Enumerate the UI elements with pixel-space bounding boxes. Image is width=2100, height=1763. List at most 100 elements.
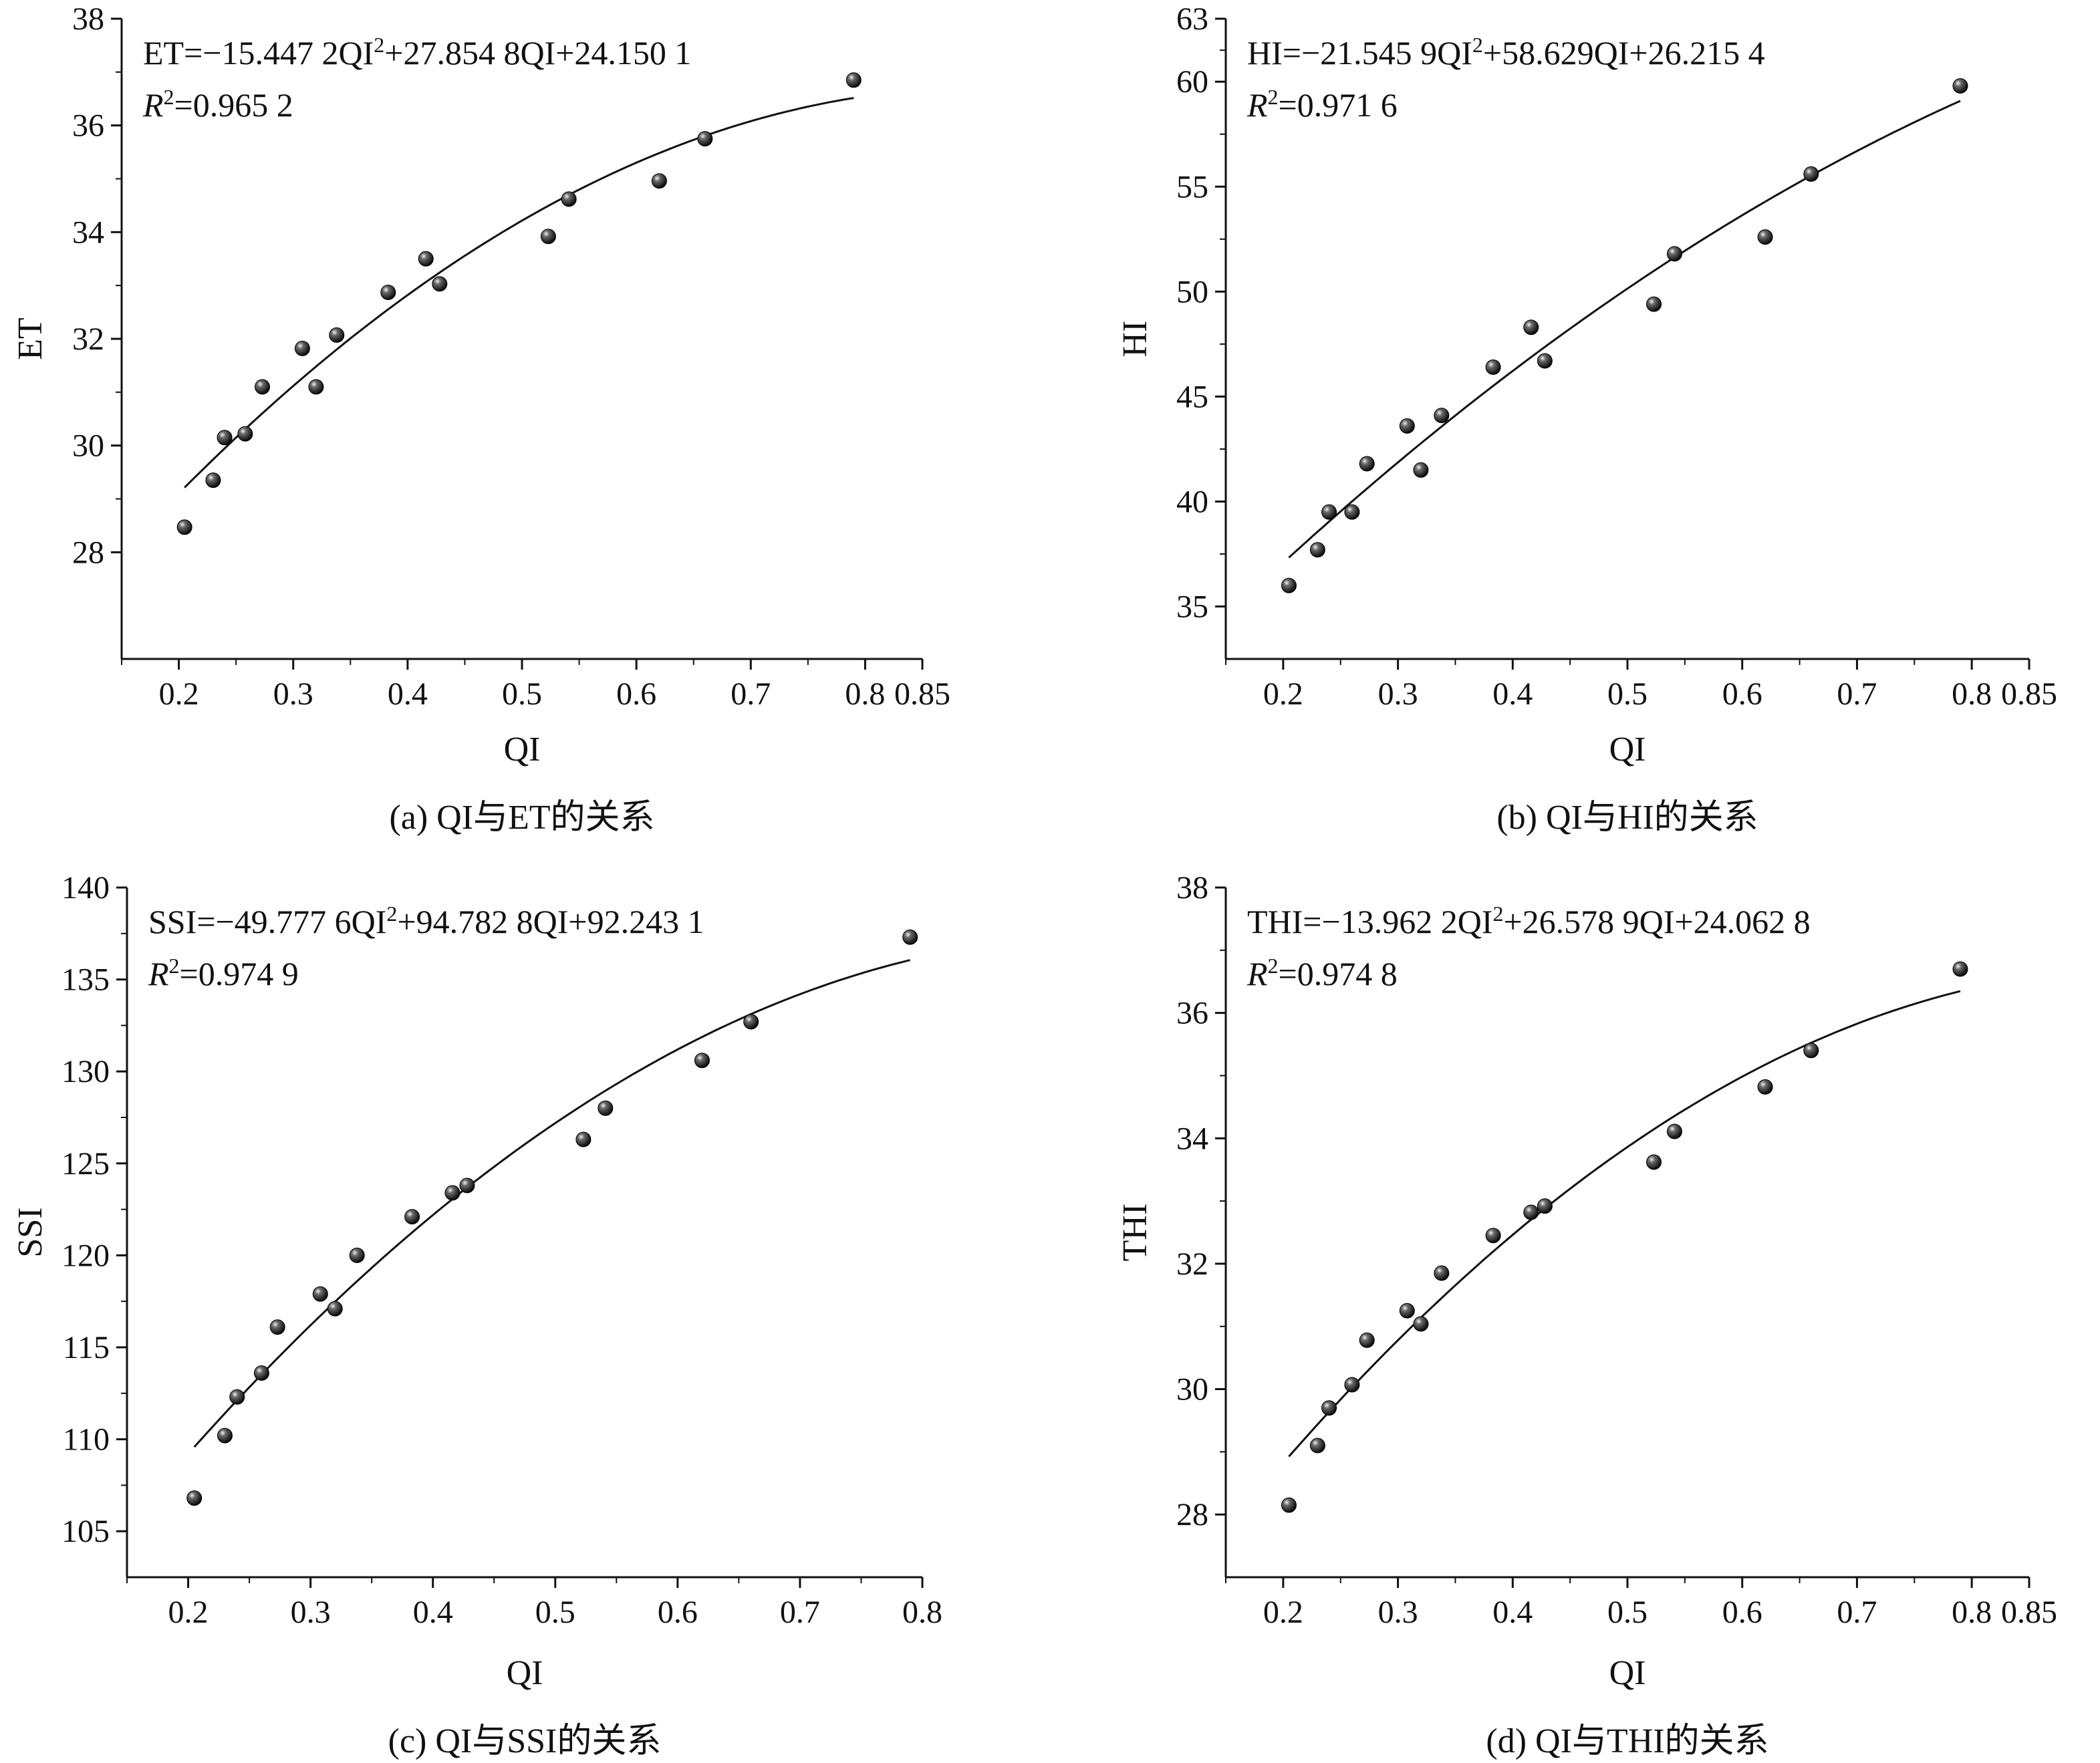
x-tick-label: 0.3 xyxy=(273,676,313,712)
x-axis-title: QI xyxy=(1609,1654,1646,1692)
r-squared-label: R2=0.965 2 xyxy=(142,85,293,124)
y-tick-label: 34 xyxy=(72,215,104,250)
x-tick-label: 0.2 xyxy=(168,1595,209,1630)
data-point xyxy=(1666,1123,1682,1139)
x-tick-label: 0.2 xyxy=(1263,676,1303,712)
x-axis-title: QI xyxy=(504,730,541,769)
fit-equation: HI=−21.545 9QI2+58.629QI+26.215 4 xyxy=(1247,33,1765,72)
data-point xyxy=(845,72,862,88)
data-point xyxy=(229,1389,245,1405)
y-tick-label: 34 xyxy=(1176,1121,1208,1156)
data-point xyxy=(1321,504,1337,520)
data-point xyxy=(308,379,324,395)
data-point xyxy=(1646,296,1662,312)
x-tick-label: 0.6 xyxy=(1722,1595,1762,1630)
fit-curve xyxy=(193,959,911,1448)
chart-panel-a: 0.2 0.3 0.4 0.5 0.6 0.7 0.8 0.85 28 30 32 34 36 38 QI E… xyxy=(11,1,950,837)
data-point xyxy=(561,191,577,207)
data-point xyxy=(205,472,221,489)
data-point xyxy=(294,340,310,356)
data-point xyxy=(1523,319,1539,335)
y-axis-title: SSI xyxy=(11,1207,49,1257)
data-point xyxy=(186,1490,203,1506)
x-tick-label: 0.7 xyxy=(1837,676,1877,712)
x-tick-label: 0.85 xyxy=(2001,676,2057,712)
chart-panel-d: 0.2 0.3 0.4 0.5 0.6 0.7 0.8 0.85 28 30 32 34 36 38 QI T… xyxy=(1116,870,2057,1760)
y-tick-label: 63 xyxy=(1176,1,1208,37)
x-tick-label: 0.4 xyxy=(1492,676,1533,712)
x-tick-label: 0.4 xyxy=(1492,1595,1533,1630)
data-point xyxy=(327,1301,343,1317)
data-point xyxy=(444,1185,461,1201)
data-point xyxy=(1413,1316,1429,1332)
y-tick-label: 50 xyxy=(1176,274,1208,309)
data-point xyxy=(329,327,345,343)
panel-caption: (b) QI与HI的关系 xyxy=(1496,799,1758,837)
data-point xyxy=(1537,1198,1553,1214)
panel-caption: (d) QI与THI的关系 xyxy=(1486,1722,1768,1760)
x-axis-title: QI xyxy=(1609,730,1646,769)
y-tick-label: 40 xyxy=(1176,484,1208,519)
data-point xyxy=(1803,166,1819,182)
r-squared-label: R2=0.971 6 xyxy=(1246,85,1398,124)
fit-equation: THI=−13.962 2QI2+26.578 9QI+24.062 8 xyxy=(1247,902,1811,940)
y-tick-label: 30 xyxy=(72,428,104,464)
data-point xyxy=(1399,418,1415,434)
y-tick-label: 38 xyxy=(1176,870,1208,906)
y-tick-label: 28 xyxy=(72,535,104,570)
data-point xyxy=(1309,542,1325,558)
y-tick-label: 130 xyxy=(61,1054,110,1089)
y-tick-label: 140 xyxy=(61,870,110,906)
x-tick-label: 0.2 xyxy=(159,676,199,712)
y-tick-label: 110 xyxy=(63,1422,110,1458)
data-point xyxy=(697,131,713,147)
data-point xyxy=(540,229,556,245)
data-point xyxy=(237,426,253,442)
data-point xyxy=(404,1209,420,1225)
data-point xyxy=(1413,462,1429,478)
data-point xyxy=(176,519,192,535)
r-squared-label: R2=0.974 8 xyxy=(1246,954,1398,992)
y-tick-label: 55 xyxy=(1176,169,1208,205)
x-tick-label: 0.3 xyxy=(291,1595,331,1630)
data-point xyxy=(651,173,667,189)
y-tick-label: 45 xyxy=(1176,379,1208,414)
fit-curve xyxy=(1288,100,1961,559)
x-tick-label: 0.4 xyxy=(388,676,428,712)
data-point xyxy=(902,929,918,945)
data-point xyxy=(312,1286,328,1302)
y-tick-label: 60 xyxy=(1176,64,1208,100)
data-point xyxy=(1399,1303,1415,1319)
y-tick-label: 32 xyxy=(1176,1246,1208,1282)
x-tick-label: 0.5 xyxy=(1607,676,1648,712)
y-tick-label: 36 xyxy=(72,108,104,144)
data-point xyxy=(1309,1438,1325,1454)
y-axis-title: HI xyxy=(1116,321,1154,358)
x-tick-label: 0.2 xyxy=(1263,1595,1303,1630)
x-tick-label: 0.3 xyxy=(1378,1595,1418,1630)
x-axis-title: QI xyxy=(507,1654,543,1692)
x-tick-label: 0.5 xyxy=(502,676,542,712)
data-point xyxy=(1952,78,1968,94)
y-tick-label: 32 xyxy=(72,321,104,357)
data-point xyxy=(380,285,396,301)
y-tick-label: 125 xyxy=(61,1146,110,1182)
data-point xyxy=(598,1100,614,1116)
y-axis-title: ET xyxy=(11,317,49,360)
data-point xyxy=(1485,1228,1501,1244)
chart-panel-c: 0.2 0.3 0.4 0.5 0.6 0.7 0.8 105 110 115 120 125 130 1… xyxy=(11,870,942,1760)
x-tick-label: 0.7 xyxy=(780,1595,820,1630)
y-tick-label: 35 xyxy=(1176,589,1208,624)
data-point xyxy=(255,379,271,395)
x-tick-label: 0.5 xyxy=(1607,1595,1648,1630)
x-tick-label: 0.3 xyxy=(1378,676,1418,712)
y-tick-label: 36 xyxy=(1176,996,1208,1031)
x-tick-label: 0.6 xyxy=(1722,676,1762,712)
data-point xyxy=(418,251,434,267)
data-point xyxy=(1281,1497,1297,1513)
r-squared-label: R2=0.974 9 xyxy=(148,954,299,992)
data-point xyxy=(575,1131,592,1147)
data-point xyxy=(253,1365,269,1381)
data-point xyxy=(1666,246,1682,262)
